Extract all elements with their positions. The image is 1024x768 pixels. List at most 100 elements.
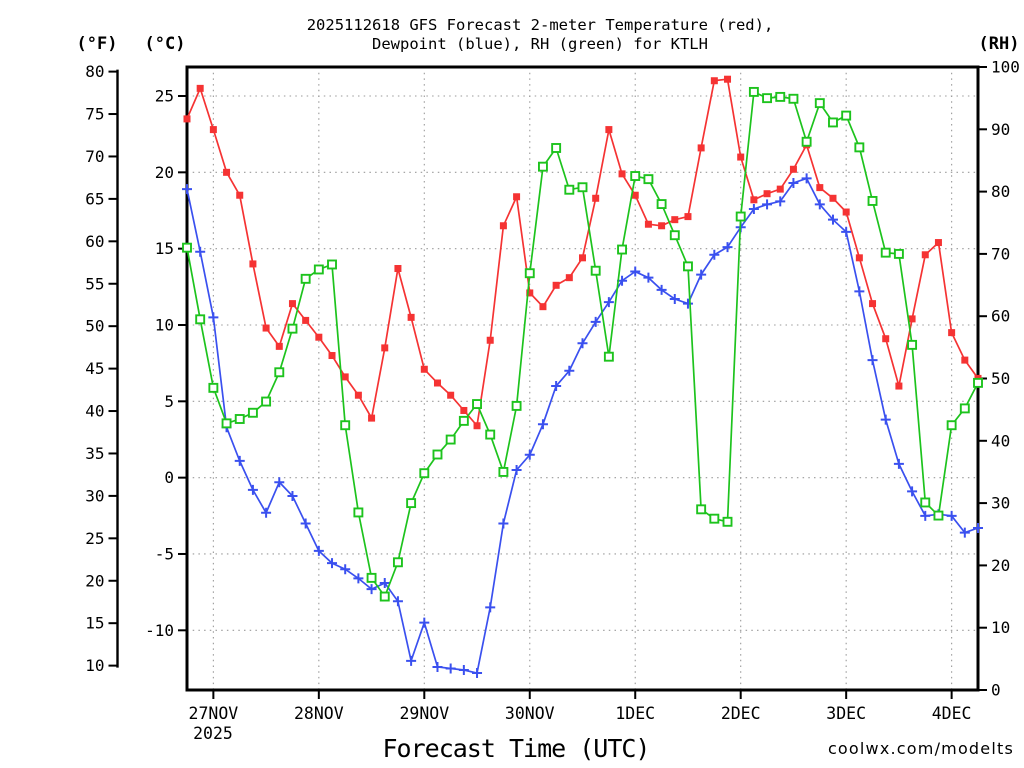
dewpoint-marker [630,266,641,277]
fahrenheit-tick-label: 10 [85,656,104,675]
dewpoint-marker [946,510,957,521]
rh-tick-label: 80 [991,182,1010,201]
temperature-marker [724,75,732,83]
rh-marker [472,399,482,409]
rh-marker [327,259,337,270]
temperature-marker [961,356,969,364]
temperature-marker [473,422,481,430]
fahrenheit-tick-label: 15 [85,614,104,633]
dewpoint-marker [353,573,364,584]
rh-marker [300,273,311,284]
rh-marker [406,498,417,509]
dewpoint-marker [445,663,456,674]
temperature-marker [605,126,613,134]
dewpoint-marker [696,269,707,280]
day-tick-label: 3DEC [826,704,866,723]
rh-marker [603,351,614,362]
dewpoint-marker [722,242,733,253]
dewpoint-marker [247,484,258,495]
rh-marker [946,420,957,431]
rh-tick-label: 50 [991,369,1010,388]
temperature-marker [842,208,850,216]
temperature-marker [407,313,415,321]
temperature-marker [433,379,441,387]
x-axis-year-label: 2025 [193,724,233,743]
temperature-marker [592,194,600,202]
fahrenheit-tick-label: 30 [85,486,104,505]
temperature-marker [341,373,349,381]
rh-marker [551,143,562,153]
dewpoint-marker [195,246,206,257]
rh-marker [656,199,667,210]
dewpoint-series-line [186,177,979,675]
temperature-marker [829,194,837,202]
temperature-marker [710,77,718,85]
rh-marker [379,591,390,602]
day-tick-label: 4DEC [932,704,972,723]
dewpoint-marker [590,316,601,327]
rh-marker [247,407,258,418]
rh-marker [208,382,219,393]
dewpoint-marker [551,381,562,392]
temperature-marker [236,191,244,199]
temperature-marker [855,254,863,262]
rh-marker [577,182,588,193]
series-layer [182,75,983,679]
dewpoint-marker [643,272,654,283]
temperature-marker [539,303,547,311]
rh-tick-label: 70 [991,244,1010,263]
rh-marker [933,510,944,521]
celsius-tick-label: 10 [155,315,174,334]
rh-marker [973,377,983,388]
day-tick-label: 1DEC [615,704,655,723]
rh-marker [630,171,641,181]
temperature-marker [288,300,296,308]
rh-marker [735,211,746,222]
temperature-marker [631,191,639,199]
rh-marker [445,434,456,445]
celsius-tick-label: -10 [145,621,174,640]
temperature-marker [183,115,191,123]
dewpoint-marker [775,196,786,207]
rh-marker [366,572,377,583]
dewpoint-marker [327,558,338,569]
dewpoint-marker [182,184,192,195]
temperature-marker [196,84,204,92]
temperature-marker [750,196,758,204]
celsius-tick-label: 5 [164,392,174,411]
temperature-marker [921,251,929,259]
chart-title-line1: 2025112618 GFS Forecast 2-meter Temperat… [307,16,774,34]
rh-marker [722,516,733,527]
rh-tick-label: 40 [991,431,1010,450]
rh-marker [814,98,825,109]
temperature-marker [671,216,679,224]
day-tick-label: 27NOV [189,704,239,723]
rh-marker [617,244,627,255]
dewpoint-marker [498,518,509,529]
temperature-marker [934,239,942,247]
grid-layer [187,67,978,690]
dewpoint-marker [801,173,812,184]
temperature-marker [381,344,389,352]
temperature-marker [315,333,323,341]
dewpoint-marker [432,661,443,672]
temperature-marker [908,315,916,323]
dewpoint-marker [669,294,680,305]
rh-marker [762,93,773,104]
rh-marker [893,248,904,259]
dewpoint-marker [973,523,983,534]
watermark-link: coolwx.com/modelts [828,739,1014,758]
fahrenheit-tick-label: 70 [85,147,104,166]
rh-tick-label: 0 [991,681,1001,700]
temperature-marker [209,126,217,134]
rh-tick-label: 100 [991,58,1020,77]
dewpoint-marker [300,518,311,529]
dewpoint-marker [234,455,245,466]
rh-marker [485,429,496,440]
temperature-marker [368,414,376,422]
temperature-series [183,75,982,430]
dewpoint-marker [827,214,838,225]
rh-marker [432,449,443,460]
temperature-marker [486,336,494,344]
